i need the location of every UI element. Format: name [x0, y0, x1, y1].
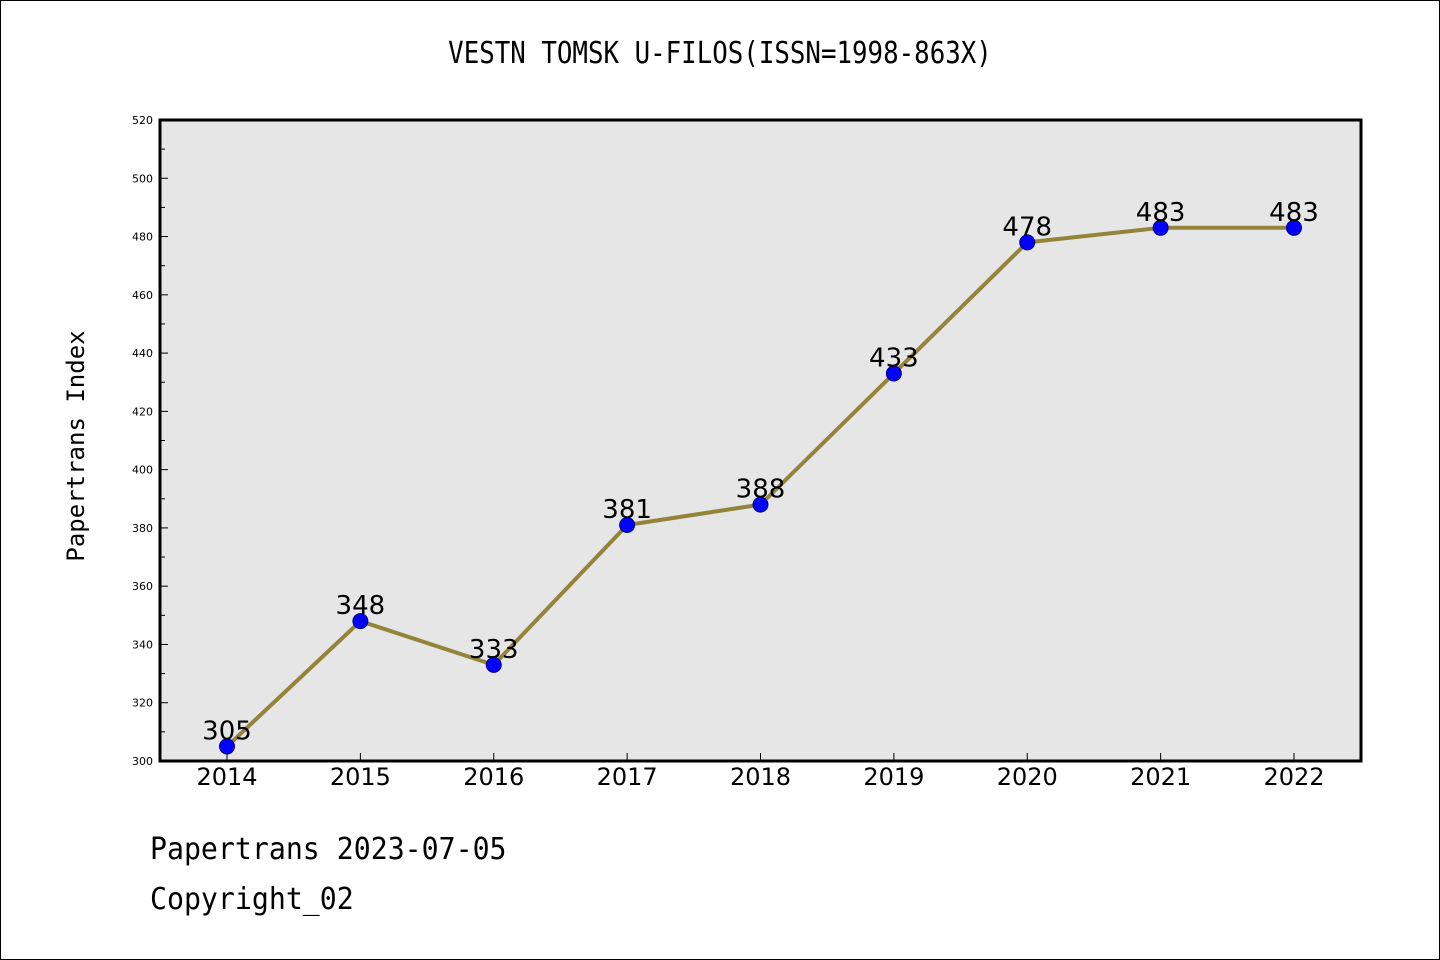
- data-point-marker: [619, 516, 636, 533]
- data-label: 305: [202, 716, 252, 746]
- data-point-marker: [1152, 219, 1169, 236]
- x-tick-label: 2017: [597, 763, 658, 791]
- y-tick-label: 420: [132, 405, 153, 418]
- y-tick-label: 360: [132, 580, 153, 593]
- data-label: 333: [469, 635, 519, 665]
- y-tick-label: 340: [132, 638, 153, 651]
- data-label: 433: [869, 343, 919, 373]
- data-label: 483: [1269, 198, 1319, 228]
- y-tick-label: 460: [132, 289, 153, 302]
- data-point-marker: [352, 613, 369, 630]
- y-tick-label: 380: [132, 522, 153, 535]
- x-tick-label: 2018: [730, 763, 791, 791]
- y-tick-label: 500: [132, 172, 153, 185]
- y-tick-label: 300: [132, 755, 153, 768]
- x-tick-label: 2014: [196, 763, 257, 791]
- data-point-marker: [1286, 219, 1302, 236]
- y-tick-label: 520: [132, 114, 153, 127]
- y-tick-label: 320: [132, 697, 153, 710]
- data-point-marker: [885, 365, 902, 382]
- plot-frame: [158, 118, 1363, 763]
- footer-source: Papertrans 2023-07-05: [150, 832, 507, 867]
- data-label: 478: [1002, 212, 1052, 242]
- y-tick-label: 400: [132, 464, 153, 477]
- x-tick-label: 2021: [1130, 763, 1191, 791]
- data-label: 388: [736, 475, 786, 505]
- data-label: 348: [336, 591, 386, 621]
- data-point-marker: [485, 656, 502, 673]
- data-label: 381: [602, 495, 652, 525]
- x-tick-label: 2019: [863, 763, 924, 791]
- y-tick-label: 440: [132, 347, 153, 360]
- x-tick-label: 2016: [463, 763, 524, 791]
- x-tick-label: 2022: [1263, 763, 1324, 791]
- y-tick-label: 480: [132, 231, 153, 244]
- x-tick-label: 2020: [997, 763, 1058, 791]
- footer-copyright: Copyright_02: [150, 882, 354, 917]
- data-point-marker: [1019, 234, 1036, 251]
- data-label: 483: [1136, 198, 1186, 228]
- x-tick-label: 2015: [330, 763, 391, 791]
- data-point-marker: [219, 738, 235, 755]
- chart-title: VESTN TOMSK U-FILOS(ISSN=1998-863X): [448, 36, 992, 71]
- data-point-marker: [752, 496, 769, 513]
